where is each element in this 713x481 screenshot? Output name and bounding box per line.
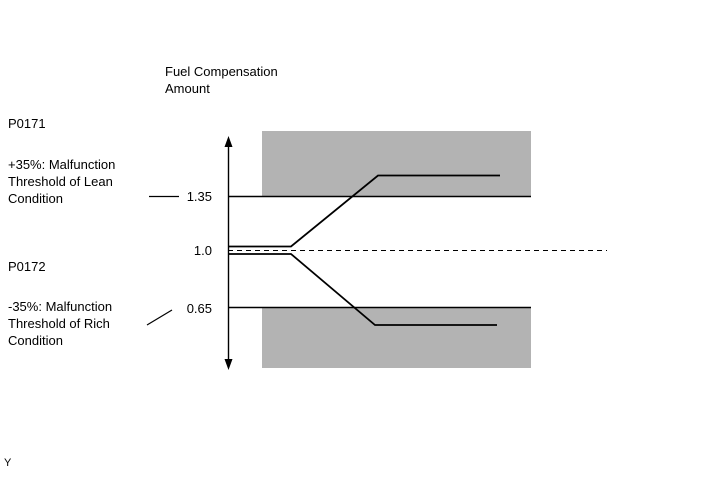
lean-malfunction-band	[262, 131, 531, 196]
lean-excursion-trace	[228, 174, 500, 248]
axis-arrow-down-icon	[224, 359, 233, 370]
tick-label-baseline: 1.0	[193, 243, 212, 258]
tick-label-upper: 1.35	[186, 189, 212, 204]
tick-label-lower: 0.65	[186, 301, 212, 316]
axis-arrow-up-icon	[224, 136, 233, 147]
dtc-code-p0171: P0171	[8, 116, 46, 131]
dtc-code-p0172: P0172	[8, 259, 46, 274]
rich-excursion-trace	[228, 253, 497, 326]
rich-malfunction-band	[262, 307, 531, 368]
rich-threshold-description: -35%: Malfunction Threshold of Rich Cond…	[8, 299, 116, 348]
rich-leader-line	[146, 309, 173, 326]
y-axis-title: Fuel Compensation Amount	[165, 64, 281, 96]
lean-threshold-description: +35%: Malfunction Threshold of Lean Cond…	[8, 157, 119, 206]
corner-label-y: Y	[4, 457, 12, 469]
